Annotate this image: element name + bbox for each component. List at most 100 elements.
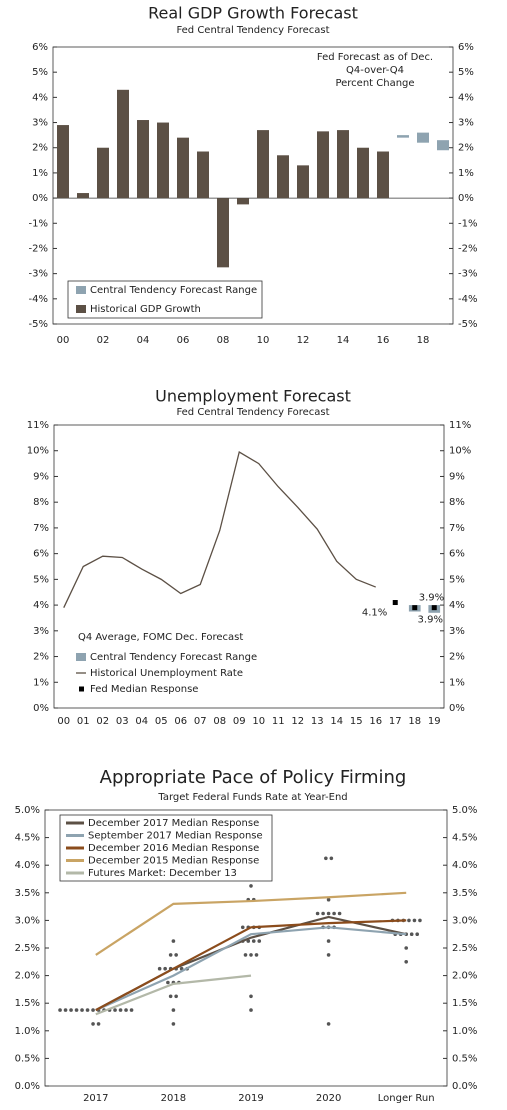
y-tick-label: 3% (33, 626, 49, 637)
y-tick-label: 5% (33, 574, 49, 585)
dot (166, 980, 170, 985)
dot (321, 911, 325, 916)
dot (118, 1008, 123, 1012)
y-tick-label: 4% (32, 92, 48, 103)
dot (58, 1008, 62, 1012)
y2-tick-label: 2.5% (452, 943, 477, 954)
x-tick-label: 06 (177, 335, 190, 346)
dot (91, 1008, 95, 1012)
y-tick-label: 1% (33, 677, 49, 688)
dot (326, 1022, 331, 1026)
data-label: 3.9% (419, 593, 444, 604)
y2-tick-label: -4% (458, 294, 477, 305)
legend-box (59, 814, 273, 882)
x-tick-label: 00 (57, 716, 70, 727)
bar (137, 120, 149, 199)
dot (249, 953, 253, 957)
dot (174, 953, 178, 957)
y-tick-label: 5% (32, 67, 48, 78)
series-line (95, 974, 252, 1016)
y-tick-label: 1.5% (15, 998, 40, 1009)
x-tick-label: 02 (96, 716, 109, 727)
dot (129, 1008, 134, 1012)
y-tick-label: 2.0% (15, 971, 40, 982)
y-tick-label: -1% (29, 218, 48, 229)
x-tick-label: 02 (97, 335, 110, 346)
y2-tick-label: 8% (449, 497, 465, 508)
x-tick-label: 14 (337, 335, 350, 346)
dot (337, 911, 342, 916)
dot (326, 953, 331, 957)
y-tick-label: 8% (33, 497, 49, 508)
y-tick-label: 2% (33, 652, 49, 663)
bar (357, 147, 369, 199)
chart-title: Appropriate Pace of Policy Firming (100, 767, 407, 788)
x-tick-label: Longer Run (378, 1093, 435, 1104)
y-tick-label: 6% (32, 42, 48, 53)
dot (174, 994, 178, 999)
y-tick-label: 1.0% (15, 1026, 40, 1037)
y-tick-label: 5.0% (15, 805, 40, 816)
y2-tick-label: -3% (458, 269, 477, 280)
y2-tick-label: 7% (449, 523, 465, 534)
annotation: Q4 Average, FOMC Dec. Forecast (78, 632, 243, 643)
x-tick-label: 12 (291, 716, 304, 727)
dot (171, 1008, 176, 1012)
dot (415, 932, 420, 936)
bar (257, 130, 269, 199)
y-tick-label: 11% (27, 420, 49, 431)
dot (85, 1008, 90, 1012)
x-tick-label: 15 (350, 716, 363, 727)
x-tick-label: 09 (233, 716, 246, 727)
bar (377, 151, 389, 199)
chart-subtitle: Fed Central Tendency Forecast (176, 407, 329, 418)
y2-tick-label: 2% (449, 652, 465, 663)
data-label: 4.1% (362, 608, 387, 619)
x-tick-label: 00 (57, 335, 70, 346)
chart-subtitle: Fed Central Tendency Forecast (176, 25, 329, 36)
y2-tick-label: 0.0% (452, 1081, 477, 1092)
dot (257, 939, 262, 943)
dot (74, 1008, 79, 1012)
dot (404, 960, 409, 964)
legend-label: Futures Market: December 13 (88, 868, 237, 879)
dot (168, 953, 173, 957)
forecast-range (417, 132, 429, 143)
chart-title: Unemployment Forecast (155, 387, 351, 406)
x-tick-label: 13 (311, 716, 324, 727)
series-line (63, 451, 376, 608)
median-marker (392, 600, 398, 606)
dot (171, 1022, 176, 1026)
y-tick-label: 3.0% (15, 915, 40, 926)
dot (324, 856, 328, 861)
x-tick-label: 2019 (238, 1093, 263, 1104)
x-tick-label: 07 (194, 716, 207, 727)
y2-tick-label: -1% (458, 218, 477, 229)
x-tick-label: 18 (408, 716, 421, 727)
annotation: Percent Change (335, 78, 414, 89)
x-tick-label: 18 (417, 335, 430, 346)
median-marker (431, 605, 437, 611)
annotation: Fed Forecast as of Dec. (317, 52, 433, 63)
y2-tick-label: -2% (458, 243, 477, 254)
dot (326, 911, 331, 916)
y-tick-label: 0% (33, 703, 49, 714)
y2-tick-label: 10% (449, 446, 471, 457)
series-line (95, 891, 407, 956)
y-tick-label: 0% (32, 193, 48, 204)
legend-label: September 2017 Median Response (88, 831, 263, 842)
dot (409, 932, 414, 936)
dot (124, 1008, 128, 1012)
y-tick-label: 4.5% (15, 833, 40, 844)
chart-subtitle: Target Federal Funds Rate at Year-End (157, 792, 347, 803)
y-tick-label: 2.5% (15, 943, 40, 954)
y-tick-label: -5% (29, 319, 48, 330)
median-marker (412, 605, 418, 611)
chart-title: Real GDP Growth Forecast (148, 4, 358, 23)
dot (96, 1022, 101, 1026)
dot (163, 966, 167, 971)
y2-tick-label: -5% (458, 319, 477, 330)
x-tick-label: 06 (174, 716, 187, 727)
dot (249, 884, 253, 888)
dot (171, 939, 176, 943)
